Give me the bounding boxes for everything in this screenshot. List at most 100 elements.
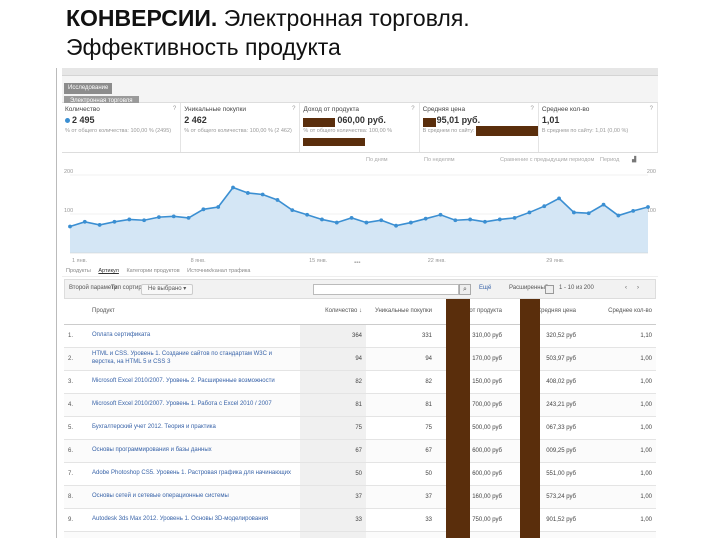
help-icon[interactable]: ?	[292, 106, 296, 112]
trend-chart-svg: 200 200 100 100 1 янв. 8 янв. 15 янв. 22 янв. 29…	[64, 169, 656, 265]
avg-cell: 1,00	[580, 531, 656, 538]
tab-explorer[interactable]: Исследование	[64, 83, 113, 94]
metric-avg-qty[interactable]: Среднее кол-во ? 1,01 В среднем по сайту…	[539, 103, 658, 152]
avg-cell: 1,10	[580, 324, 656, 348]
unique-cell: 94	[366, 347, 436, 371]
by-day-link[interactable]: По дням	[366, 157, 388, 163]
data-point[interactable]	[394, 223, 398, 228]
data-point[interactable]	[379, 218, 384, 223]
data-point[interactable]	[542, 204, 547, 209]
metric-avg-price[interactable]: Средняя цена ? 95,01 руб. В среднем по с…	[420, 103, 539, 152]
search-icon[interactable]: ⌕	[459, 284, 471, 295]
dimension-tab[interactable]: Категории продуктов	[126, 268, 180, 274]
data-point[interactable]	[290, 208, 295, 212]
x-tick-label: 1 янв.	[72, 258, 88, 264]
data-point[interactable]	[349, 216, 354, 220]
product-link[interactable]: Основы сетей и сетевые операционные сист…	[88, 485, 300, 509]
data-point[interactable]	[186, 216, 191, 220]
data-point[interactable]	[646, 205, 650, 209]
help-icon[interactable]: ?	[172, 106, 177, 112]
product-link[interactable]: Оплата сертификата	[88, 324, 300, 348]
data-point[interactable]	[586, 211, 591, 216]
product-link[interactable]: Adobe Photoshop CS5. Уровень 1. Растрова…	[88, 462, 300, 486]
dimension-tab-active[interactable]: Артикул	[98, 268, 119, 274]
period-link[interactable]: Период	[600, 157, 620, 163]
data-point[interactable]	[527, 210, 532, 215]
data-point[interactable]	[571, 210, 576, 215]
header-avg[interactable]: Среднее кол-во	[580, 299, 656, 325]
product-link[interactable]: Autodesk 3ds Max 2012. Уровень 1. Основы…	[88, 508, 300, 532]
title-line2: Эффективность продукта	[66, 34, 341, 60]
prev-page-icon[interactable]: ‹	[625, 285, 627, 291]
data-point[interactable]	[68, 224, 72, 229]
quantity-cell: 94	[300, 347, 366, 371]
product-link[interactable]: HTML и CSS. Уровень 1. Создание сайтов п…	[88, 347, 300, 371]
metric-quantity[interactable]: Количество ? 2 495 % от общего количеств…	[62, 103, 182, 152]
data-point[interactable]	[438, 212, 443, 217]
data-point[interactable]	[216, 205, 221, 209]
table-row: 1. Оплата сертификата 364 331 310,00 руб 320,…	[64, 324, 656, 348]
dimension-tab[interactable]: Продукты	[66, 268, 91, 274]
metric-value: 2 495	[72, 115, 95, 125]
data-point[interactable]	[231, 185, 235, 190]
redaction-block	[303, 138, 366, 146]
product-link[interactable]: Microsoft Excel 2010/2007. Уровень 1. Ра…	[88, 393, 300, 417]
chart-type-icon[interactable]: ▟	[632, 157, 637, 163]
metric-unique-purchases[interactable]: Уникальные покупки ? 2 462 % от общего к…	[181, 103, 301, 152]
go-link[interactable]: Ещё	[479, 285, 492, 291]
tab-ecommerce[interactable]: Электронная торговля	[64, 96, 139, 107]
help-icon[interactable]: ?	[411, 106, 415, 112]
search-input[interactable]	[313, 284, 459, 295]
product-link[interactable]: Базовые компьютерные знания. Windows и И…	[88, 531, 300, 538]
data-point[interactable]	[171, 214, 176, 219]
grid-view-icon[interactable]	[545, 285, 554, 294]
data-point[interactable]	[305, 212, 310, 217]
header-price[interactable]: Средняя цена	[506, 299, 580, 325]
data-point[interactable]	[512, 216, 517, 220]
product-link[interactable]: Бухгалтерский учет 2012. Теория и практи…	[88, 416, 300, 440]
data-point[interactable]	[453, 218, 458, 223]
data-point[interactable]	[468, 217, 473, 222]
data-point[interactable]	[483, 219, 487, 224]
data-point[interactable]	[423, 216, 428, 221]
help-icon[interactable]: ?	[530, 106, 534, 112]
table-row: 5. Бухгалтерский учет 2012. Теория и прак…	[64, 416, 656, 440]
header-quantity[interactable]: Количество ↓	[300, 299, 366, 325]
data-point[interactable]	[275, 198, 280, 202]
data-point[interactable]	[127, 217, 132, 222]
price-cell: 503,97 руб	[506, 347, 580, 371]
metric-product-revenue[interactable]: Доход от продукта ? 060,00 руб. % от общ…	[300, 103, 420, 152]
series-area	[70, 187, 648, 253]
data-point[interactable]	[157, 215, 161, 220]
resize-grip-icon[interactable]: ▪▪▪	[354, 260, 360, 265]
header-unique[interactable]: Уникальные покупки	[366, 299, 436, 325]
compare-link[interactable]: Сравнение с предыдущим периодом	[500, 157, 595, 163]
data-point[interactable]	[497, 217, 502, 222]
sort-dropdown[interactable]: Не выбрано ▾	[141, 284, 194, 295]
data-point[interactable]	[201, 207, 206, 212]
data-point[interactable]	[245, 191, 250, 195]
data-point[interactable]	[82, 219, 87, 224]
data-point[interactable]	[631, 208, 636, 213]
data-point[interactable]	[408, 220, 413, 225]
help-icon[interactable]: ?	[649, 106, 654, 112]
dimension-tab[interactable]: Источник/канал трафика	[187, 268, 251, 274]
data-point[interactable]	[601, 202, 606, 207]
product-link[interactable]: Основы программирования и базы данных	[88, 439, 300, 463]
data-point[interactable]	[142, 218, 147, 223]
metric-sub: В среднем по сайту: (0,00 %)	[422, 128, 497, 134]
data-point[interactable]	[112, 219, 117, 224]
next-page-icon[interactable]: ›	[637, 285, 639, 291]
by-week-link[interactable]: По неделям	[424, 157, 455, 163]
data-point[interactable]	[97, 223, 102, 227]
data-point[interactable]	[364, 220, 369, 225]
product-link[interactable]: Microsoft Excel 2010/2007. Уровень 2. Ра…	[88, 370, 300, 394]
data-point[interactable]	[616, 213, 621, 218]
data-point[interactable]	[260, 192, 265, 197]
header-product[interactable]: Продукт	[88, 299, 300, 325]
data-point[interactable]	[320, 217, 324, 222]
row-index: 10.	[64, 531, 88, 538]
advanced-link[interactable]: Расширенный	[509, 285, 549, 291]
data-point[interactable]	[557, 196, 561, 201]
data-point[interactable]	[334, 220, 339, 225]
